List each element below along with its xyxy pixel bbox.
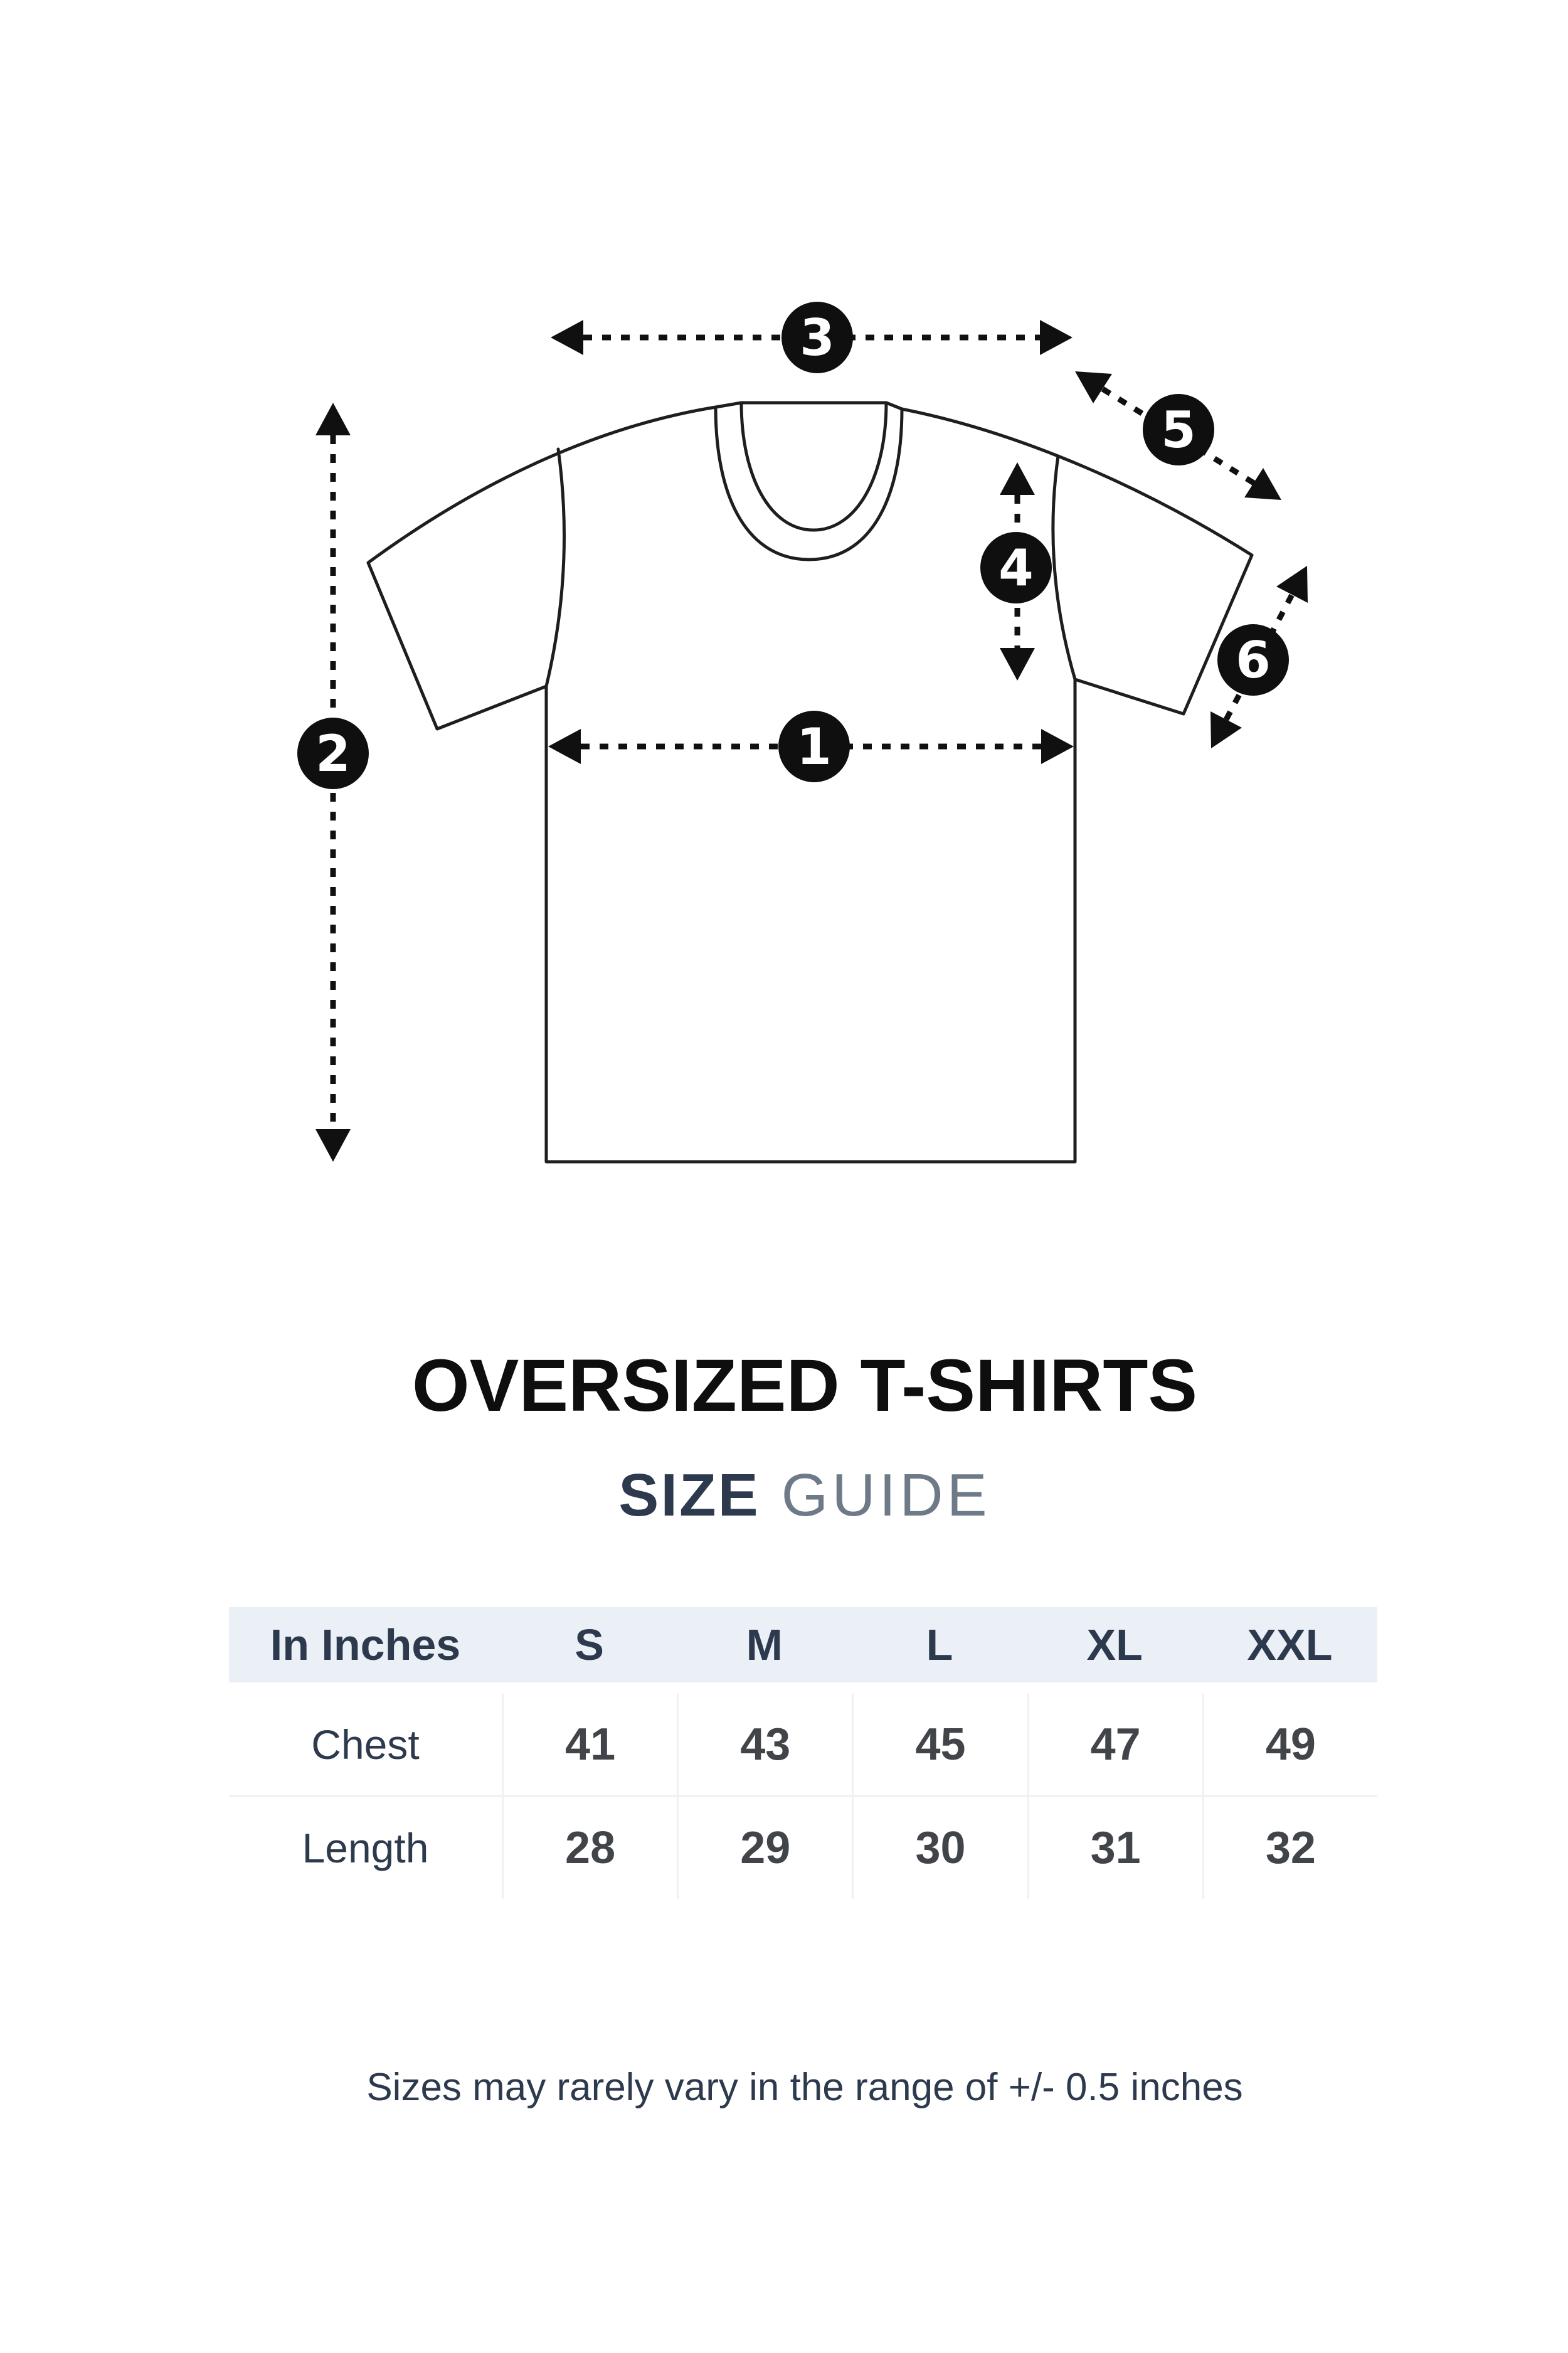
subtitle-size: SIZE bbox=[618, 1462, 760, 1529]
tshirt-measure-diagram: 1 2 3 4 5 6 bbox=[251, 251, 1380, 1192]
row-label-chest: Chest bbox=[229, 1694, 502, 1795]
marker-3: 3 bbox=[781, 302, 853, 373]
size-table-header: In Inches S M L XL XXL bbox=[229, 1607, 1377, 1682]
tshirt-outline-icon bbox=[366, 401, 1254, 1164]
header-size-s: S bbox=[575, 1620, 604, 1669]
size-table-body: Chest 41 43 45 47 49 Length 28 29 30 31 … bbox=[229, 1694, 1377, 1899]
marker-1-label: 1 bbox=[797, 718, 832, 776]
marker-5: 5 bbox=[1143, 394, 1214, 465]
chest-xxl: 49 bbox=[1202, 1694, 1377, 1795]
length-xxl: 32 bbox=[1202, 1797, 1377, 1899]
left-armhole-seam bbox=[544, 447, 566, 688]
right-armhole-seam bbox=[1051, 454, 1077, 681]
length-m: 29 bbox=[677, 1797, 852, 1899]
table-row-chest: Chest 41 43 45 47 49 bbox=[229, 1694, 1377, 1795]
length-l: 30 bbox=[852, 1797, 1027, 1899]
header-size-xl: XL bbox=[1086, 1620, 1143, 1669]
header-size-m: M bbox=[746, 1620, 783, 1669]
measure-arrow-5 bbox=[1075, 371, 1281, 500]
chest-s: 41 bbox=[502, 1694, 677, 1795]
chest-xl: 47 bbox=[1027, 1694, 1202, 1795]
measure-arrow-6 bbox=[1210, 566, 1308, 748]
marker-1: 1 bbox=[778, 711, 850, 782]
table-row-length: Length 28 29 30 31 32 bbox=[229, 1795, 1377, 1899]
length-s: 28 bbox=[502, 1797, 677, 1899]
size-table: In Inches S M L XL XXL Chest 41 43 45 47… bbox=[229, 1607, 1377, 1899]
header-size-xxl: XXL bbox=[1247, 1620, 1333, 1669]
length-xl: 31 bbox=[1027, 1797, 1202, 1899]
collar-inner bbox=[739, 401, 888, 532]
marker-3-label: 3 bbox=[800, 309, 835, 367]
marker-4: 4 bbox=[980, 532, 1052, 603]
collar-outer bbox=[714, 405, 904, 561]
page-title: OVERSIZED T-SHIRTS bbox=[411, 1344, 1198, 1427]
chest-m: 43 bbox=[677, 1694, 852, 1795]
header-size-l: L bbox=[926, 1620, 953, 1669]
marker-6: 6 bbox=[1217, 624, 1289, 696]
chest-l: 45 bbox=[852, 1694, 1027, 1795]
row-label-length: Length bbox=[229, 1797, 502, 1899]
page-subtitle: SIZE GUIDE bbox=[21, 1465, 1568, 1526]
tolerance-note: Sizes may rarely vary in the range of +/… bbox=[366, 2066, 1243, 2109]
header-unit: In Inches bbox=[270, 1620, 461, 1669]
marker-6-label: 6 bbox=[1236, 631, 1271, 689]
marker-2: 2 bbox=[297, 718, 369, 789]
marker-2-label: 2 bbox=[315, 725, 351, 783]
subtitle-guide: GUIDE bbox=[781, 1462, 991, 1529]
marker-5-label: 5 bbox=[1161, 401, 1196, 459]
marker-4-label: 4 bbox=[999, 539, 1034, 597]
